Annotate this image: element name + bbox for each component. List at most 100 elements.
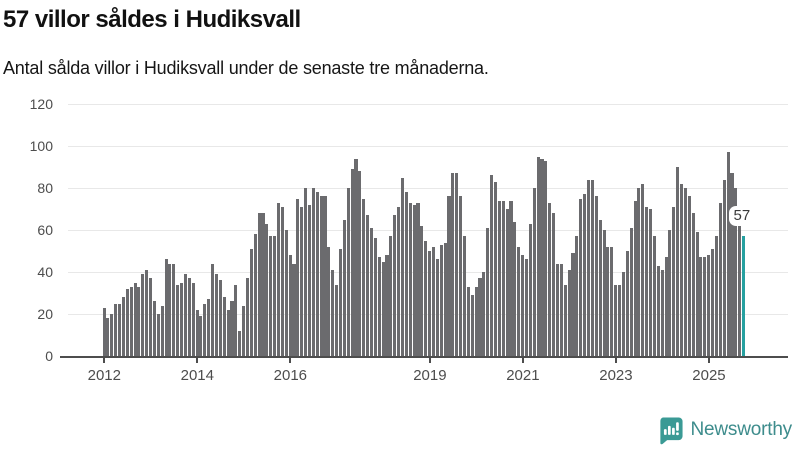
bar [470, 295, 474, 356]
bar [327, 246, 331, 356]
bar [311, 188, 315, 356]
bar [536, 156, 540, 356]
bar [288, 255, 292, 356]
x-axis-tick-2016 [289, 358, 292, 363]
bar [284, 230, 288, 356]
bar [548, 202, 552, 356]
bar [292, 263, 296, 356]
gridline-y-80 [68, 188, 788, 189]
x-axis-tick-2014 [196, 358, 199, 363]
bar [253, 234, 257, 356]
bar [505, 209, 509, 356]
bar [110, 314, 114, 356]
gridline-y-60 [68, 230, 788, 231]
y-axis-label-120: 120 [29, 96, 53, 112]
bar [164, 259, 168, 356]
bar [563, 284, 567, 356]
bar [451, 173, 455, 356]
bar [711, 248, 715, 356]
bar [649, 209, 653, 356]
gridline-y-100 [68, 146, 788, 147]
bar [575, 236, 579, 356]
bar [734, 188, 738, 356]
bar [660, 269, 664, 356]
bar [594, 196, 598, 356]
bar [668, 230, 672, 356]
bar [680, 183, 684, 356]
bar [307, 204, 312, 356]
bar [152, 301, 156, 356]
bar [257, 213, 261, 356]
bar [168, 263, 172, 356]
bar [160, 305, 164, 356]
bar [354, 158, 358, 356]
x-axis-tick-2021 [521, 358, 524, 363]
bar [462, 236, 467, 356]
bar [335, 284, 339, 356]
bar [234, 284, 238, 356]
bar [695, 232, 699, 356]
bar [579, 198, 583, 356]
bar [618, 284, 622, 356]
bar [315, 192, 319, 356]
bar [187, 278, 191, 356]
bar [722, 179, 726, 356]
bar [408, 202, 412, 356]
bar [656, 265, 660, 356]
y-axis-label-0: 0 [45, 348, 53, 364]
page-subtitle: Antal sålda villor i Hudiksvall under de… [3, 58, 489, 78]
bar [145, 269, 149, 356]
y-axis-label-60: 60 [37, 222, 53, 238]
bar [501, 200, 505, 356]
bar [280, 206, 284, 356]
bar [606, 246, 610, 356]
bar [497, 200, 501, 356]
bar [261, 213, 265, 356]
y-axis-label-40: 40 [37, 264, 53, 280]
bar [141, 274, 145, 356]
bar [687, 196, 691, 356]
bar [567, 269, 571, 356]
bar [238, 330, 242, 356]
bar [420, 225, 424, 356]
bar [691, 213, 695, 356]
bar [714, 236, 718, 356]
bar [428, 251, 432, 356]
bar [443, 242, 447, 356]
x-axis-tick-2012 [103, 358, 106, 363]
bar [447, 196, 451, 356]
bar [532, 188, 536, 356]
bar [490, 175, 494, 356]
bar [203, 303, 207, 356]
bar [559, 263, 563, 356]
bar [590, 179, 594, 356]
bar [412, 204, 416, 356]
bar [645, 206, 649, 356]
bar [652, 236, 656, 356]
bar [358, 171, 362, 356]
bar [397, 206, 401, 356]
bar [269, 236, 273, 356]
bar [362, 198, 366, 356]
highlight-value-label: 57 [728, 206, 756, 226]
page-title: 57 villor såldes i Hudiksvall [3, 6, 301, 33]
bar [245, 278, 249, 356]
bar [513, 221, 517, 356]
x-axis-label-2012: 2012 [87, 367, 121, 384]
x-axis-tick-2019 [428, 358, 431, 363]
bar [587, 179, 591, 356]
bar [598, 219, 602, 356]
bar [517, 246, 521, 356]
bar [276, 202, 280, 356]
bar [199, 316, 203, 356]
brand-footer: Newsworthy [657, 414, 792, 446]
bar [381, 261, 385, 356]
bar [106, 318, 110, 356]
bar [524, 259, 529, 356]
bar [180, 282, 184, 356]
x-axis-tick-2025 [707, 358, 710, 363]
bar [629, 227, 633, 356]
bar [265, 223, 269, 356]
